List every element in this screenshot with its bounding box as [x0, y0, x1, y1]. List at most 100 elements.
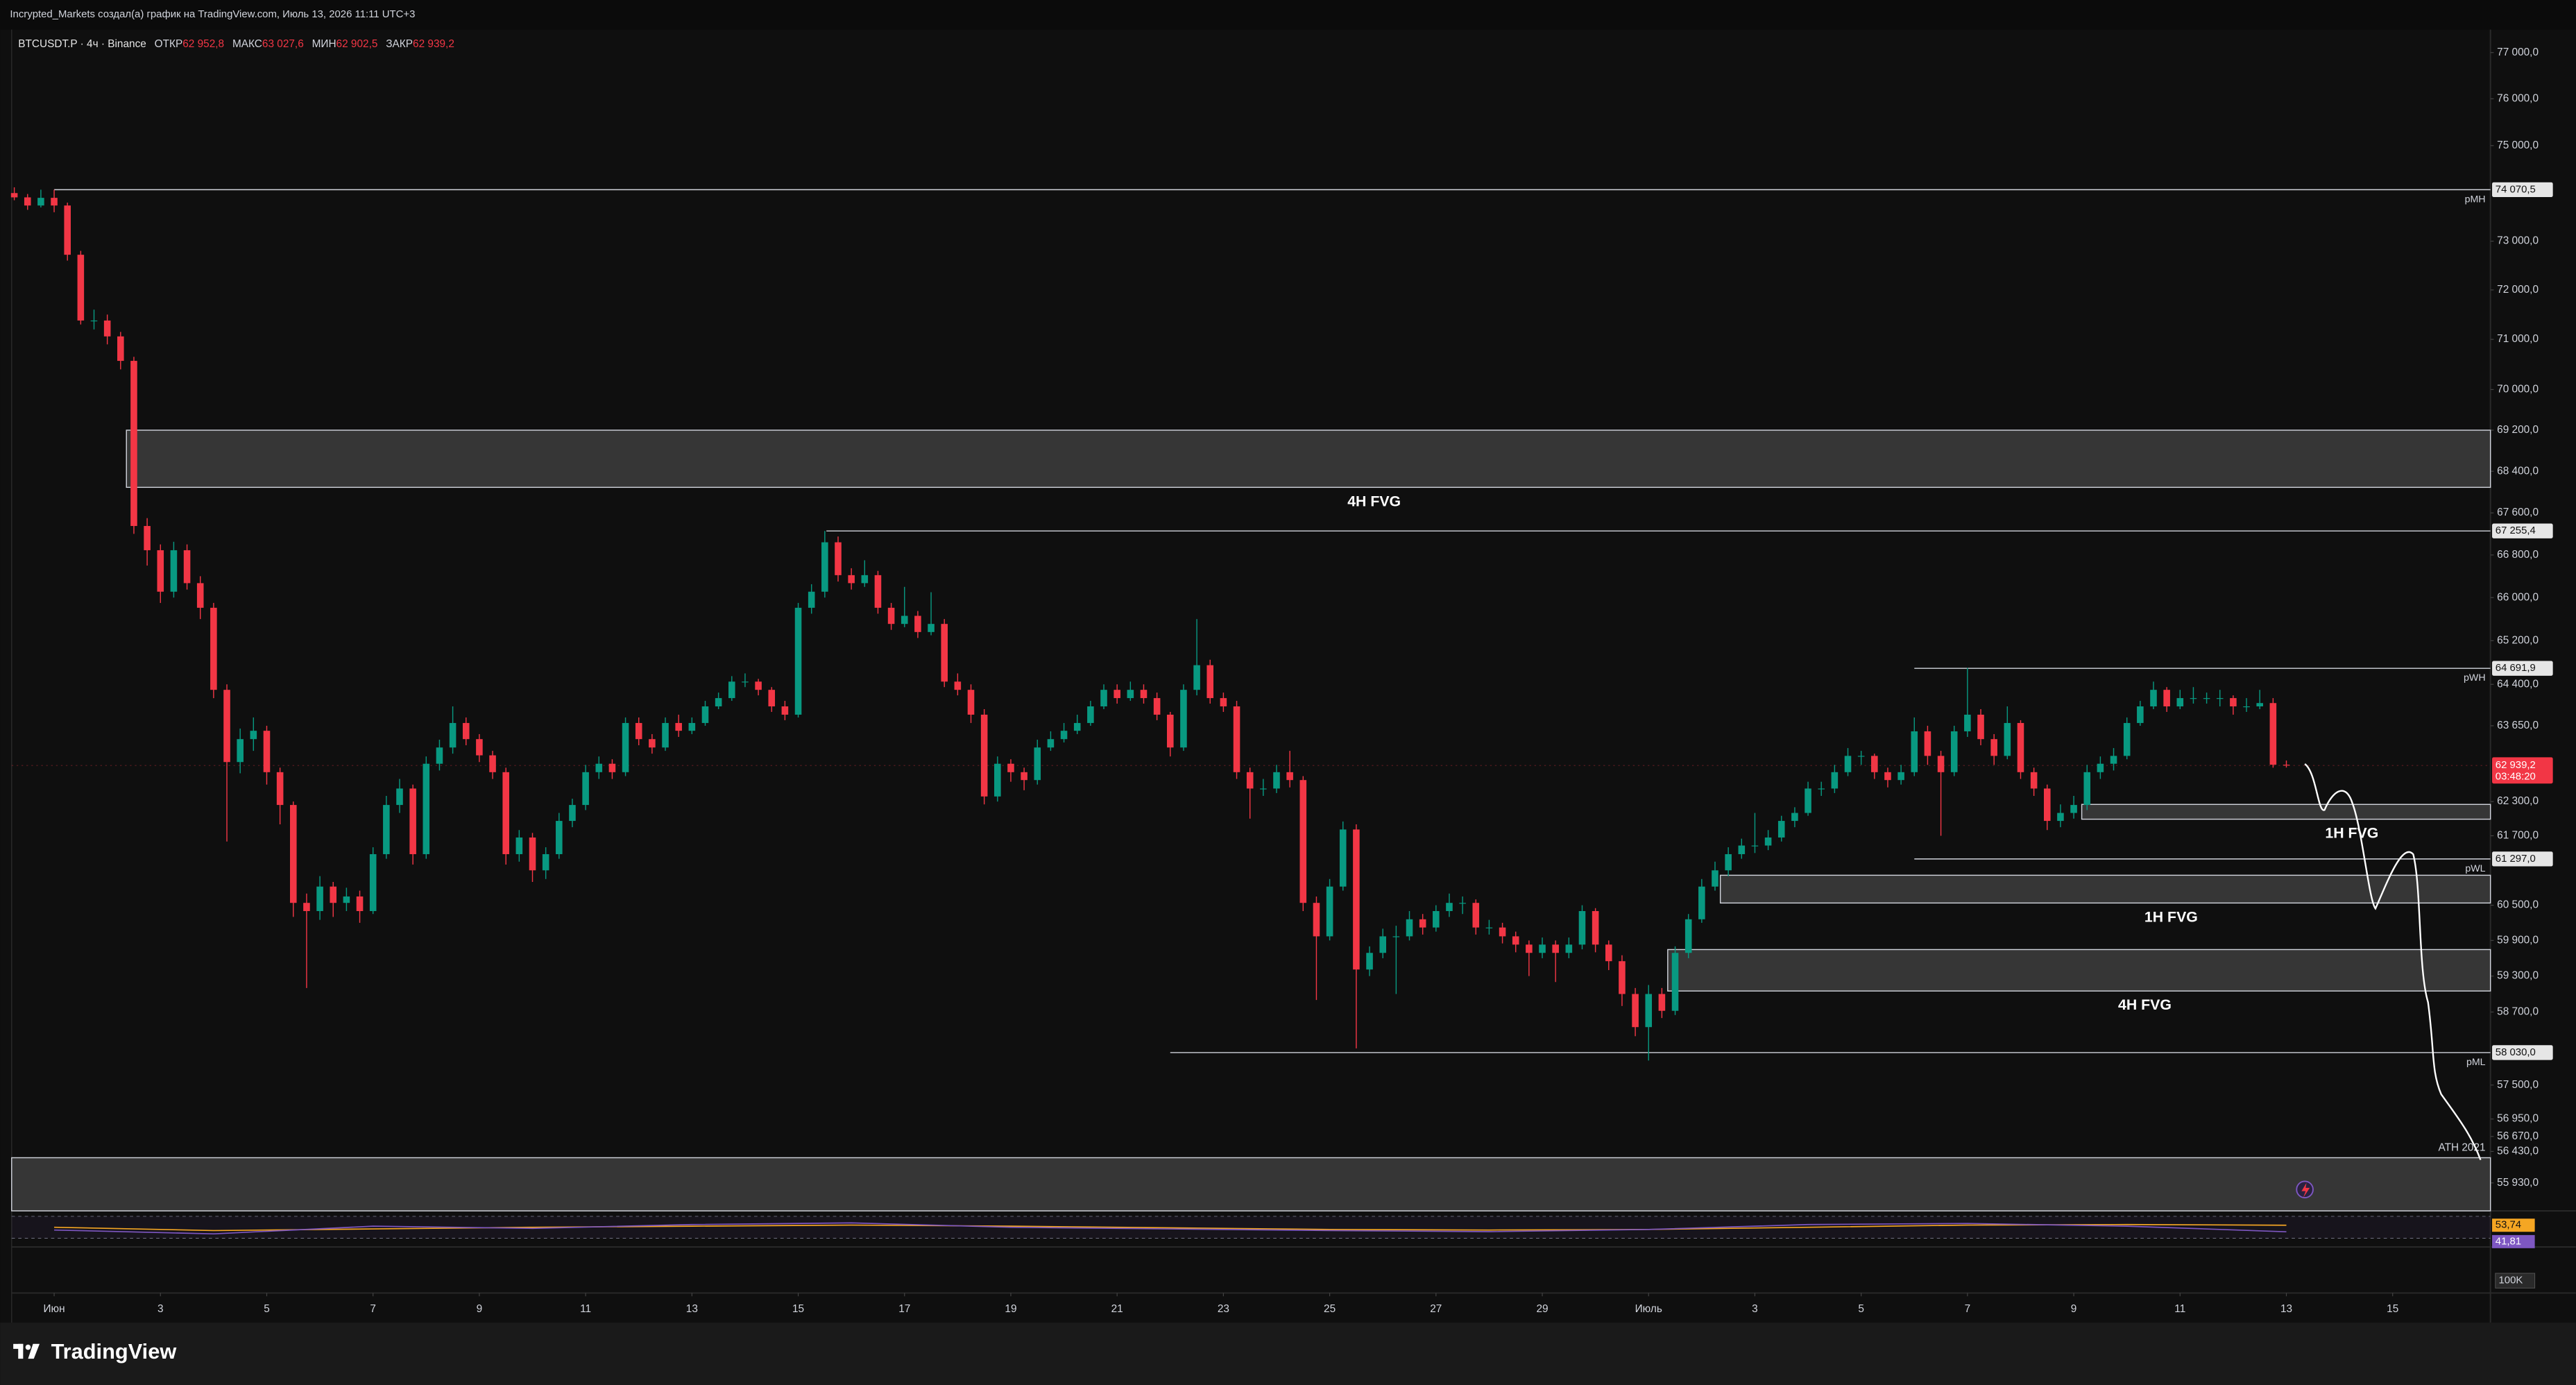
last-price-label: 62 939,2	[2496, 760, 2536, 771]
candle-body	[794, 607, 802, 715]
candle-body	[1578, 910, 1586, 945]
rsi-line	[54, 1222, 2287, 1234]
candle-body	[2097, 763, 2104, 772]
candle-body	[675, 722, 682, 731]
level-name: pWL	[2465, 863, 2485, 874]
candle-body	[1818, 788, 1825, 790]
level-price-tag	[2492, 851, 2553, 867]
candle-body	[1977, 714, 1984, 740]
candle-body	[1964, 714, 1971, 731]
candle-body	[1871, 756, 1878, 772]
symbol-legend: BTCUSDT.P · 4ч · Binance ОТКР62 952,8 МАКС…	[18, 38, 454, 50]
level-price-tag	[2492, 523, 2553, 538]
y-tick-label: 73 000,0	[2497, 235, 2539, 247]
candle-body	[1565, 944, 1573, 953]
candle-body	[1552, 944, 1559, 953]
header-text: Incrypted_Markets создал(а) график на Tr…	[10, 9, 415, 20]
candle-body	[1433, 910, 1440, 928]
level-name: pWH	[2464, 672, 2486, 683]
candle-body	[2190, 698, 2197, 699]
candle-body	[1021, 772, 1027, 781]
y-tick-label: 66 000,0	[2497, 591, 2539, 603]
candle-body	[701, 706, 709, 723]
candle-body	[1950, 731, 1958, 772]
candle-body	[1446, 903, 1453, 911]
candle-body	[1738, 845, 1746, 854]
level-price-label: 74 070,5	[2496, 184, 2536, 195]
x-tick-label: 19	[1005, 1303, 1016, 1315]
candle-body	[2176, 698, 2184, 706]
candle-body	[237, 739, 244, 763]
candle-body	[1166, 714, 1174, 748]
x-tick-label: 11	[580, 1303, 591, 1315]
candle-body	[1313, 903, 1320, 937]
candle-body	[1419, 919, 1426, 928]
candle-body	[1791, 813, 1798, 822]
x-tick-label: 23	[1218, 1303, 1229, 1315]
candle-body	[383, 805, 390, 854]
candle-body	[662, 722, 669, 748]
candle-body	[1366, 953, 1373, 970]
footer-bar	[0, 1323, 2576, 1385]
x-tick-label: Июн	[44, 1303, 65, 1315]
candle-body	[1751, 845, 1759, 847]
candle-body	[914, 615, 921, 632]
x-tick-label: 27	[1430, 1303, 1442, 1315]
candle-body	[2150, 690, 2157, 706]
candle-body	[263, 731, 271, 772]
symbol: BTCUSDT.P · 4ч · Binance	[18, 38, 146, 50]
candle-body	[449, 722, 457, 748]
candle-body	[1764, 837, 1772, 846]
candle-body	[901, 615, 908, 624]
candle-body	[1472, 903, 1480, 928]
candle-body	[436, 747, 443, 764]
candle-body	[2083, 772, 2091, 806]
candle-body	[1684, 919, 1692, 953]
candle-body	[1406, 919, 1413, 937]
level-name: pMH	[2465, 194, 2486, 205]
candle-body	[2017, 722, 2024, 772]
candle-body	[1114, 690, 1120, 699]
candle-body	[303, 903, 310, 911]
candle-body	[941, 624, 948, 682]
y-tick-label: 77 000,0	[2497, 46, 2539, 58]
candle-body	[821, 542, 828, 592]
candle-body	[489, 755, 496, 772]
candle-body	[755, 681, 762, 690]
candle-body	[1924, 731, 1931, 756]
x-tick-label: 13	[2280, 1303, 2292, 1315]
header-bar	[0, 0, 2576, 30]
logo-text[interactable]: TradingView	[51, 1339, 177, 1363]
candle-body	[1884, 772, 1891, 781]
ohlc-value: 63 027,6	[262, 38, 304, 50]
rsi-ma-tag	[2492, 1218, 2535, 1232]
candle-body	[2243, 706, 2250, 708]
candle-body	[2043, 788, 2051, 822]
candle-body	[1645, 994, 1653, 1028]
candle-body	[529, 837, 536, 871]
ohlc-label: МАКС	[232, 38, 262, 50]
candle-body	[64, 205, 71, 255]
x-tick-label: 11	[2174, 1303, 2185, 1315]
candle-body	[1632, 994, 1639, 1028]
x-tick-label: 15	[792, 1303, 804, 1315]
zone-box	[1667, 949, 2491, 992]
y-tick-label: 59 900,0	[2497, 934, 2539, 946]
candle-body	[1712, 870, 1718, 887]
ohlc-value: 62 952,8	[182, 38, 224, 50]
candle-body	[2256, 703, 2263, 706]
candle-body	[1034, 747, 1041, 781]
zone-box	[126, 430, 2491, 488]
candle-body	[1805, 788, 1811, 813]
candle-body	[1698, 886, 1705, 919]
candle-body	[250, 731, 257, 740]
candle-body	[1153, 698, 1161, 715]
y-tick-label: 58 700,0	[2497, 1006, 2539, 1018]
candle-body	[1260, 788, 1267, 790]
rsi-ma-label: 53,74	[2496, 1220, 2521, 1231]
candle-body	[1246, 772, 1254, 789]
zone-label: 4H FVG	[1347, 493, 1401, 509]
candle-body	[183, 550, 191, 584]
